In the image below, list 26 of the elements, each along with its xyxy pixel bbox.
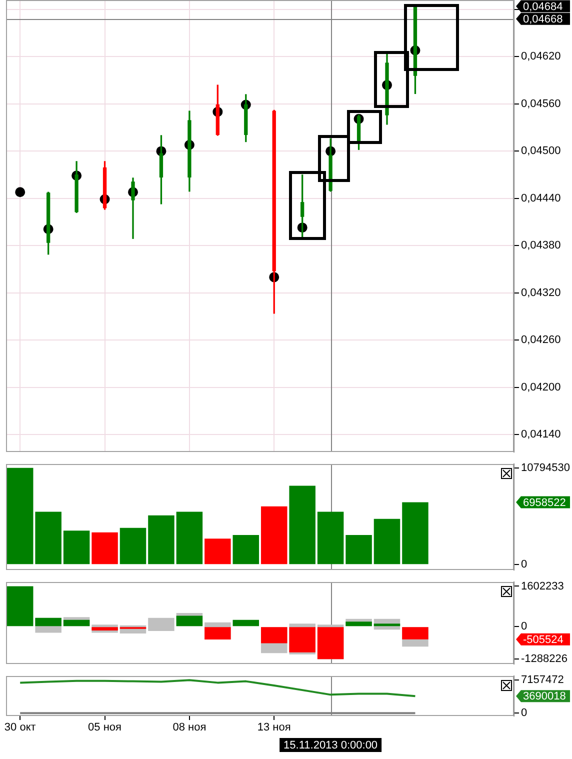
y-tick-label: 0,04380 [521, 240, 561, 252]
y-tick-label: 0,04200 [521, 381, 561, 394]
x-tick-label: 30 окт [4, 722, 36, 734]
text: 0,04684 [523, 0, 563, 13]
x-tick-label: 13 ноя [257, 722, 291, 734]
y-tick-label: 0 [521, 620, 528, 633]
y-tick-label: 0,04560 [521, 98, 561, 110]
y-tick-label: 0,04620 [521, 50, 561, 63]
text: -505524 [523, 634, 564, 646]
y-tick-label: 1602233 [521, 580, 564, 592]
x-tick-label: 05 ноя [88, 722, 122, 734]
y-tick-label: 0,04260 [521, 334, 561, 346]
text: 15.11.2013 0:00:00 [284, 740, 378, 752]
x-tick-label: 08 ноя [172, 722, 206, 734]
text: 3690018 [523, 690, 566, 703]
y-tick-label: 0,04320 [521, 286, 561, 299]
ref-line-label: 0,04668 [523, 13, 563, 26]
y-tick-label: 7157472 [521, 674, 564, 686]
y-tick-label: 10794530 [521, 462, 570, 474]
y-tick-label: 0 [521, 558, 528, 571]
text: 6958522 [523, 496, 566, 509]
y-tick-label: -1288226 [521, 653, 568, 666]
y-tick-label: 0,04500 [521, 145, 561, 158]
y-tick-label: 0,04440 [521, 192, 561, 204]
y-tick-label: 0 [521, 707, 528, 720]
y-tick-label: 0,04140 [521, 428, 561, 441]
